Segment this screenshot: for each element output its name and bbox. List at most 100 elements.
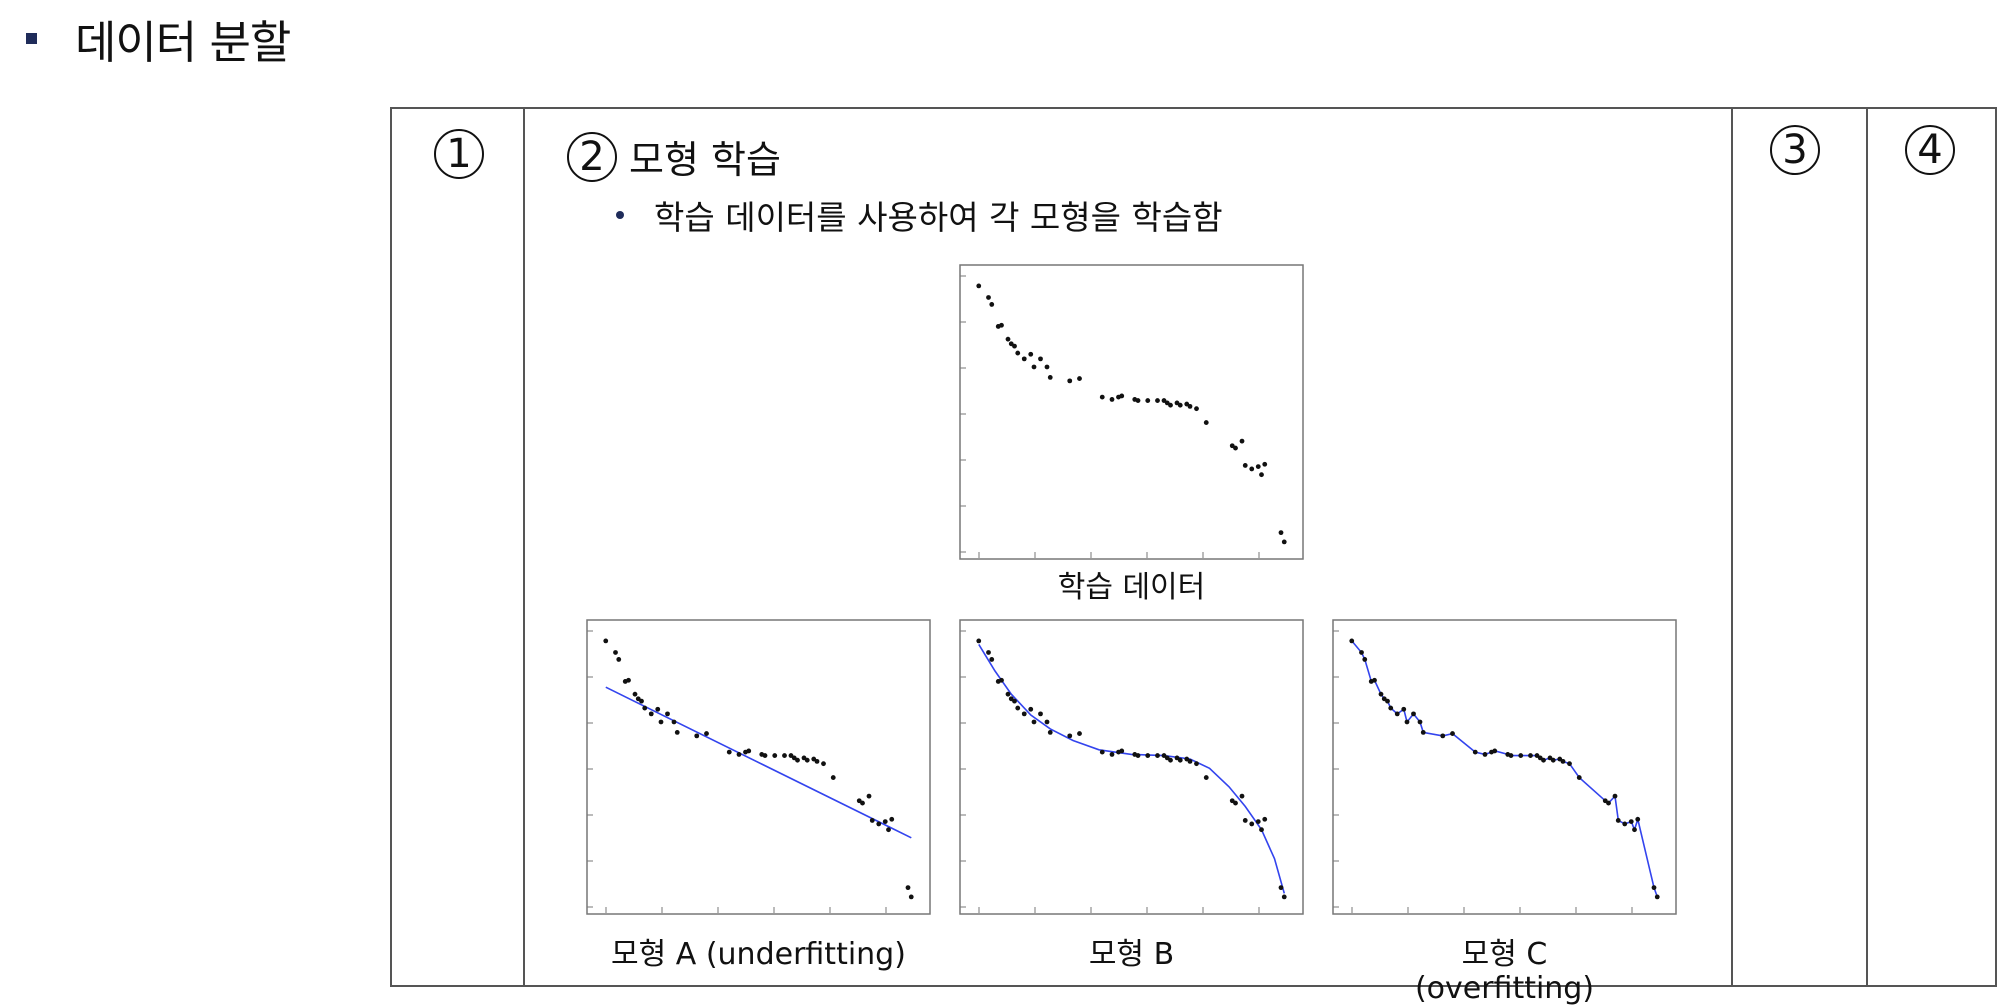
data-point bbox=[1242, 818, 1248, 823]
data-point bbox=[1077, 376, 1082, 381]
data-point bbox=[830, 775, 836, 780]
data-point bbox=[882, 819, 888, 824]
model-a-chart bbox=[586, 619, 931, 915]
plot-frame bbox=[1332, 619, 1677, 915]
data-point bbox=[1187, 758, 1193, 764]
data-point bbox=[1028, 351, 1034, 357]
data-point bbox=[886, 827, 891, 833]
bullet-item: 학습 데이터를 사용하여 각 모형을 학습함 bbox=[616, 191, 1223, 239]
data-point bbox=[1612, 793, 1618, 799]
data-point bbox=[1518, 753, 1524, 758]
data-point bbox=[658, 719, 664, 725]
plot-frame bbox=[959, 264, 1304, 560]
data-point bbox=[1651, 885, 1657, 891]
data-point bbox=[1262, 816, 1268, 822]
data-point bbox=[1450, 731, 1455, 736]
data-point bbox=[1404, 719, 1410, 725]
data-point bbox=[1099, 394, 1105, 400]
data-point bbox=[1632, 827, 1637, 833]
data-point bbox=[1249, 821, 1255, 827]
data-point bbox=[1411, 711, 1416, 717]
data-point bbox=[1012, 698, 1017, 704]
data-point bbox=[1047, 375, 1053, 380]
data-point bbox=[1654, 894, 1660, 900]
data-point bbox=[772, 753, 778, 758]
data-point bbox=[999, 322, 1004, 328]
data-point bbox=[632, 691, 638, 697]
data-point bbox=[821, 761, 826, 767]
data-point bbox=[639, 698, 644, 704]
data-point bbox=[989, 302, 995, 307]
data-point bbox=[905, 885, 911, 891]
data-point bbox=[1628, 819, 1634, 824]
data-point bbox=[1187, 403, 1193, 409]
data-point bbox=[908, 894, 914, 900]
data-point bbox=[869, 818, 875, 823]
data-point bbox=[1028, 706, 1034, 712]
model-b-caption: 모형 B bbox=[1088, 937, 1175, 972]
data-point bbox=[762, 753, 768, 758]
data-point bbox=[1259, 827, 1264, 833]
data-point bbox=[1372, 677, 1377, 683]
model-b-panel: 모형 B bbox=[959, 619, 1304, 989]
data-point bbox=[665, 711, 670, 717]
data-point bbox=[1233, 445, 1238, 451]
data-point bbox=[1168, 757, 1173, 763]
data-point bbox=[1067, 733, 1073, 739]
data-point bbox=[1005, 691, 1011, 697]
step-3-number: 3 bbox=[1770, 125, 1820, 175]
data-point bbox=[866, 793, 872, 799]
data-point bbox=[1349, 638, 1355, 644]
data-point bbox=[1255, 464, 1261, 469]
data-point bbox=[1177, 402, 1183, 408]
model-c-caption-line1: 모형 C bbox=[1461, 937, 1548, 972]
data-point bbox=[1021, 711, 1027, 717]
data-point bbox=[976, 283, 982, 289]
data-point bbox=[1038, 356, 1043, 362]
data-point bbox=[1362, 657, 1368, 662]
data-point bbox=[671, 719, 677, 725]
data-point bbox=[1492, 748, 1498, 754]
data-point bbox=[1388, 705, 1394, 711]
data-point bbox=[704, 731, 709, 736]
data-point bbox=[1401, 706, 1407, 712]
data-point bbox=[1278, 530, 1284, 536]
step-1-number: 1 bbox=[434, 129, 484, 179]
bullet-text: 학습 데이터를 사용하여 각 모형을 학습함 bbox=[654, 198, 1223, 237]
data-point bbox=[648, 711, 654, 717]
data-point bbox=[1031, 364, 1037, 370]
data-point bbox=[1109, 397, 1115, 402]
data-point bbox=[1259, 472, 1264, 478]
data-point bbox=[616, 657, 622, 662]
data-point bbox=[795, 757, 800, 763]
plot-frame bbox=[586, 619, 931, 915]
data-point bbox=[1541, 757, 1546, 763]
data-point bbox=[1038, 711, 1043, 717]
model-a-panel: 모형 A (underfitting) bbox=[586, 619, 931, 989]
data-point bbox=[1278, 885, 1284, 891]
data-point bbox=[1203, 420, 1209, 425]
data-point bbox=[1560, 758, 1566, 764]
data-point bbox=[1249, 466, 1255, 472]
data-point bbox=[1239, 793, 1245, 799]
data-point bbox=[999, 677, 1004, 683]
data-point bbox=[1417, 719, 1423, 725]
column-divider-3 bbox=[1731, 109, 1733, 985]
model-c-panel: 모형 C (overfitting) bbox=[1332, 619, 1677, 1006]
column-divider-2 bbox=[523, 109, 525, 985]
data-point bbox=[1281, 539, 1287, 545]
data-point bbox=[1385, 698, 1390, 704]
data-point bbox=[782, 753, 787, 758]
data-point bbox=[860, 800, 865, 806]
data-point bbox=[1177, 757, 1183, 763]
step-2-number: 2 bbox=[567, 131, 617, 182]
data-point bbox=[986, 650, 991, 655]
data-point bbox=[1550, 757, 1556, 763]
data-point bbox=[1239, 438, 1245, 444]
model-b-chart bbox=[959, 619, 1304, 915]
data-point bbox=[1119, 393, 1125, 399]
model-a-caption: 모형 A (underfitting) bbox=[611, 937, 906, 972]
data-point bbox=[1281, 894, 1287, 900]
data-point bbox=[1155, 398, 1160, 403]
data-point bbox=[1194, 761, 1199, 767]
